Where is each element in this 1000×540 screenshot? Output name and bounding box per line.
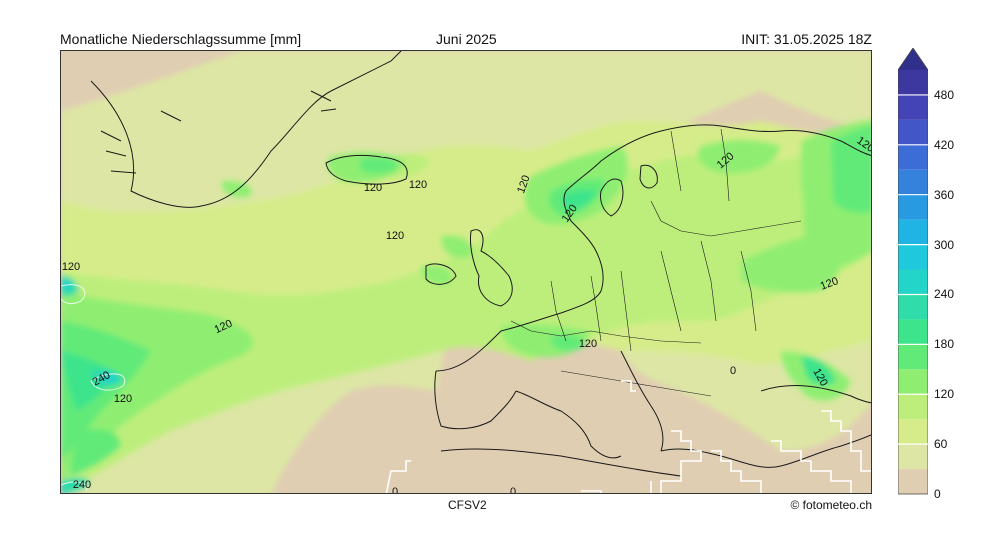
colorbar-outline: [898, 48, 928, 495]
colorbar-segment: [898, 419, 928, 445]
colorbar-tick-label: 0: [934, 487, 941, 501]
contour-label: 240: [73, 479, 91, 491]
credit-text: © fotometeo.ch: [790, 498, 872, 512]
contour-label: 120: [114, 393, 132, 405]
contour-label: 120: [409, 179, 427, 191]
precip-band-6: [561, 189, 596, 210]
precip-band-4: [741, 231, 842, 293]
colorbar-segment: [898, 394, 928, 420]
colorbar-segment: [898, 369, 928, 395]
model-name: CFSV2: [448, 498, 487, 512]
colorbar-tick-label: 240: [934, 287, 955, 302]
colorbar-extend-arrow: [898, 48, 928, 70]
contour-label: 120: [515, 174, 533, 195]
precip-band-5: [71, 429, 121, 476]
colorbar-segment: [898, 94, 928, 120]
colorbar: [898, 48, 928, 495]
colorbar-segment: [898, 344, 928, 370]
contour-label: 120: [819, 275, 840, 293]
colorbar-tick-label: 180: [934, 337, 955, 352]
colorbar-segment: [898, 469, 928, 494]
precip-band-4: [697, 139, 781, 174]
forecast-period: Juni 2025: [436, 31, 497, 47]
iso-contours: [61, 284, 126, 492]
colorbar-tick-label: 60: [934, 437, 948, 452]
init-time: INIT: 31.05.2025 18Z: [741, 31, 872, 47]
precip-band-4: [441, 235, 472, 258]
colorbar-segment: [898, 169, 928, 195]
contour-label: 0: [392, 486, 398, 494]
contour-label: 120: [579, 338, 597, 350]
precip-fields: [61, 51, 871, 493]
precip-band-7: [61, 477, 91, 493]
contour-label: 120: [62, 261, 80, 273]
precip-band-3: [501, 215, 541, 247]
colorbar-tick-label: 360: [934, 187, 955, 202]
precip-band-4: [421, 265, 452, 285]
map-canvas: 120 120 120 120 120 120 120 120 120 120 …: [61, 51, 871, 494]
colorbar-segment: [898, 294, 928, 320]
contour-label: 0: [510, 486, 516, 494]
precipitation-map: 120 120 120 120 120 120 120 120 120 120 …: [60, 50, 872, 494]
colorbar-segment: [898, 444, 928, 470]
colorbar-segment: [898, 194, 928, 220]
colorbar-tick-label: 480: [934, 87, 955, 102]
zero-contours: [385, 380, 871, 493]
contour-label: 120: [364, 182, 382, 194]
colorbar-segment: [898, 219, 928, 245]
coastlines: [90, 51, 871, 477]
colorbar-tick-label: 300: [934, 237, 955, 252]
colorbar-tick-label: 120: [934, 387, 955, 402]
precip-band-5: [831, 125, 871, 213]
precip-band-6: [801, 356, 836, 386]
colorbar-segment: [898, 269, 928, 295]
map-title: Monatliche Niederschlagssumme [mm]: [60, 31, 302, 47]
colorbar-segment: [898, 144, 928, 170]
colorbar-segment: [898, 244, 928, 270]
precip-band-5: [61, 321, 151, 461]
precip-band-5: [359, 157, 399, 174]
precip-band-6: [61, 351, 116, 411]
colorbar-segment: [898, 70, 928, 95]
contour-label: 120: [386, 230, 404, 242]
precip-band-3: [61, 121, 871, 491]
colorbar-tick-label: 420: [934, 137, 955, 152]
precip-band-5: [551, 335, 586, 351]
contour-label: 0: [730, 365, 736, 377]
colorbar-segment: [898, 319, 928, 345]
colorbar-segment: [898, 119, 928, 145]
country-borders: [510, 128, 802, 397]
precip-band-4: [221, 180, 252, 198]
